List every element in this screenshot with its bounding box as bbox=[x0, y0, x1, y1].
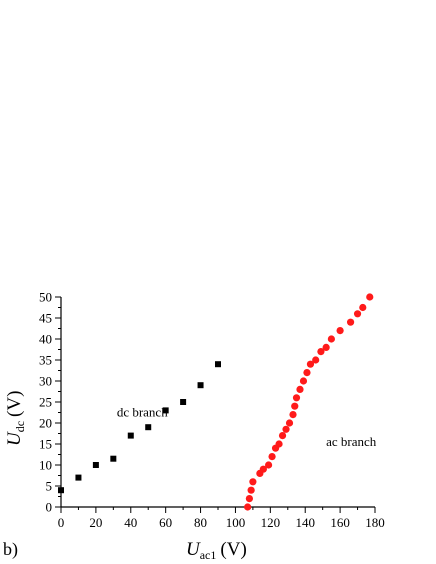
ac-branch-point bbox=[322, 343, 330, 351]
x-tick-label: 160 bbox=[330, 515, 350, 530]
x-ticks: 0 20 40 60 80 100 120 140 160 180 bbox=[58, 507, 385, 530]
ac-branch-point bbox=[312, 356, 320, 364]
x-axis-label: Uac1 (V) bbox=[186, 539, 247, 562]
ac-branch-point bbox=[353, 310, 362, 318]
ac-branch-point bbox=[366, 293, 374, 301]
ac-branch-point bbox=[259, 465, 267, 473]
ac-branch-point bbox=[359, 303, 367, 312]
dc-branch-point bbox=[92, 462, 99, 468]
y-tick-label: 25 bbox=[39, 395, 52, 410]
x-tick-label: 60 bbox=[159, 515, 172, 530]
ac-branch-point bbox=[249, 478, 257, 486]
ac-branch-point bbox=[282, 425, 290, 433]
x-tick-label: 40 bbox=[124, 515, 137, 530]
y-axis-label-sub: dc bbox=[13, 421, 27, 432]
ac-branch-point bbox=[336, 327, 344, 335]
ac-branch-point bbox=[245, 495, 253, 503]
dc-branch-point bbox=[58, 487, 64, 494]
y-tick-label: 50 bbox=[39, 290, 52, 305]
ac-branch-point bbox=[346, 318, 355, 326]
x-tick-label: 80 bbox=[194, 515, 207, 530]
dc-branch-point bbox=[127, 432, 134, 439]
annotations: dc branch ac branch bbox=[117, 405, 377, 449]
y-tick-label: 30 bbox=[39, 374, 52, 389]
ac-branch-point bbox=[289, 411, 297, 419]
x-tick-label: 100 bbox=[226, 515, 246, 530]
ac-branch-point bbox=[278, 432, 287, 440]
y-tick-label: 40 bbox=[39, 332, 52, 347]
ac-branch-point bbox=[327, 335, 335, 343]
x-axis-label-main: U bbox=[186, 539, 201, 560]
y-ticks: 0 5 10 15 20 25 30 35 40 45 50 bbox=[39, 290, 61, 515]
x-axis-label-sub: ac1 bbox=[200, 548, 217, 562]
y-tick-label: 20 bbox=[39, 416, 52, 431]
y-tick-label: 35 bbox=[39, 353, 52, 368]
ac-branch-point bbox=[268, 453, 276, 461]
dc-branch-point bbox=[75, 474, 82, 481]
dc-branch-point bbox=[145, 424, 152, 431]
y-tick-label: 5 bbox=[46, 479, 53, 494]
x-tick-label: 120 bbox=[261, 515, 281, 530]
dc-branch-point bbox=[110, 455, 117, 462]
ac-branch-point bbox=[244, 503, 252, 511]
dc-branch-point bbox=[180, 399, 187, 405]
data-marks bbox=[58, 293, 374, 511]
x-tick-label: 0 bbox=[58, 515, 65, 530]
x-tick-label: 140 bbox=[295, 515, 315, 530]
ac-branch-point bbox=[303, 369, 311, 377]
x-axis-label-unit: (V) bbox=[220, 539, 246, 560]
dc-branch-label: dc branch bbox=[117, 405, 168, 420]
y-tick-label: 10 bbox=[39, 458, 52, 473]
dc-branch-point bbox=[197, 382, 204, 389]
ac-branch-point bbox=[291, 402, 299, 410]
ac-branch-point bbox=[285, 419, 294, 427]
dc-branch-point bbox=[162, 407, 169, 414]
panel-label: b) bbox=[3, 539, 18, 560]
ac-branch-point bbox=[247, 486, 255, 494]
ac-branch-point bbox=[292, 394, 301, 402]
y-axis-label-main: U bbox=[4, 431, 25, 446]
ac-branch-point bbox=[306, 360, 315, 368]
ac-branch-point bbox=[317, 348, 325, 356]
ac-branch-label: ac branch bbox=[326, 434, 377, 449]
axes bbox=[60, 297, 375, 508]
y-tick-label: 0 bbox=[46, 500, 53, 515]
y-tick-label: 15 bbox=[39, 437, 52, 452]
y-axis-label-unit: (V) bbox=[4, 391, 25, 417]
ac-branch-point bbox=[275, 440, 283, 448]
ac-branch-point bbox=[299, 377, 308, 385]
y-tick-label: 45 bbox=[39, 311, 52, 326]
x-tick-label: 20 bbox=[89, 515, 102, 530]
ac-branch-point bbox=[296, 385, 304, 393]
x-tick-label: 180 bbox=[365, 515, 385, 530]
dc-branch-point bbox=[215, 361, 221, 368]
y-axis-label: Udc (V) bbox=[4, 391, 27, 446]
ac-branch-point bbox=[264, 461, 273, 469]
